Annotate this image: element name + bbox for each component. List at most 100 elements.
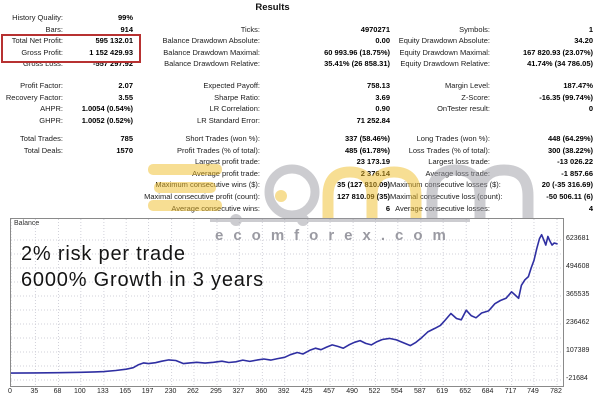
stat-value: 1570 [116,145,133,155]
x-tick-label: 327 [232,388,245,395]
stat-row: Largest profit trade: 23 173.19 Largest lo… [0,156,593,168]
stat-value: 60 993.96 (18.75%) [324,47,390,57]
x-tick-label: 522 [368,388,381,395]
stat-label: Equity Drawdown Maximal: [399,47,490,57]
stat-value: -16.35 (99.74%) [539,92,593,102]
stat-value: 448 (64.29%) [547,134,593,143]
stat-label: Loss Trades (% of total): [408,145,490,155]
stat-row: Gross Profit: 1 152 429.93 Balance Drawdow… [0,47,593,59]
x-tick-label: 165 [119,388,132,395]
stat-label: Bars: [45,24,63,34]
stat-label: Gross Profit: [21,47,63,57]
stat-value: 6 [385,203,390,213]
stat-value: 2 376.14 [360,168,390,178]
y-tick-label: 107389 [566,347,590,354]
stat-row: Total Net Profit: 595 132.01 Balance Drawd… [0,35,593,47]
x-tick-label: 360 [255,388,268,395]
stat-label: Short Trades (won %): [185,134,260,143]
y-tick-label: 494608 [566,263,590,270]
stat-value: 4 [588,203,593,213]
stat-value: 187.47% [563,81,593,90]
stat-value: 0.90 [375,104,390,114]
x-tick-label: 392 [277,388,290,395]
stat-label: Expected Payoff: [203,81,260,90]
stat-label: Largest profit trade: [194,157,260,167]
stat-value: 127 810.09 (35) [337,191,390,201]
x-tick-label: 587 [414,388,426,395]
stat-value: 20 (-35 316.69) [541,180,593,190]
stat-label: Maximum consecutive losses ($): [390,180,501,190]
stat-label: Total Trades: [20,134,63,143]
stat-label: Maximal consecutive loss (count): [390,191,503,201]
stat-row: Bars: 914 Ticks: 4970271 Symbols: 1 [0,24,593,36]
stat-row: Average consecutive wins: 6 Average consec… [0,203,593,215]
stat-label: Profit Trades (% of total): [177,145,260,155]
y-tick-label: 236462 [566,319,590,326]
stat-label: Total Net Profit: [11,36,63,46]
stat-value: -1 857.66 [561,168,593,178]
stat-label: LR Standard Error: [197,115,260,125]
stat-value: 1.0054 (0.54%) [81,104,133,114]
stat-label: Profit Factor: [20,81,63,90]
balance-line-plot [11,219,563,386]
stat-label: Maximal consecutive profit (count): [144,191,260,201]
stat-value: 41.74% (34 786.05) [527,59,593,69]
stat-row: Maximum consecutive wins ($): 35 (127 810… [0,179,593,191]
x-tick-label: 749 [527,388,539,395]
x-tick-label: 554 [390,388,403,395]
stat-label: Sharpe Ratio: [214,92,260,102]
stat-row: Total Deals: 1570 Profit Trades (% of tota… [0,145,593,157]
stat-label: Margin Level: [444,81,490,90]
stat-value: 485 (61.78%) [344,145,390,155]
stat-value: 1.0052 (0.52%) [81,115,133,125]
stats-block-ratios: Profit Factor: 2.07 Expected Payoff: 758.13… [0,80,593,126]
stat-value: 1 [588,24,593,34]
stat-label: Total Deals: [23,145,63,155]
stat-label: OnTester result: [437,104,490,114]
stat-label: Recovery Factor: [5,92,63,102]
stat-label: Balance Drawdown Relative: [164,59,260,69]
stat-value: 4970271 [360,24,390,34]
stat-label: Largest loss trade: [428,157,490,167]
stat-label: Maximum consecutive wins ($): [155,180,260,190]
stat-label: Long Trades (won %): [416,134,490,143]
x-tick-label: 230 [164,388,177,395]
y-tick-label: 365535 [566,291,590,298]
stat-value: 23 173.19 [356,157,390,167]
stat-row: History Quality: 99% [0,12,593,24]
stat-label: Gross Loss: [22,59,63,69]
x-tick-label: 133 [97,388,109,395]
x-tick-label: 100 [73,388,86,395]
stat-value: 785 [120,134,133,143]
stat-value: 337 (58.46%) [344,134,390,143]
stat-label: Average profit trade: [192,168,260,178]
stat-value: 914 [120,24,133,34]
stat-value: 758.13 [367,81,390,90]
stat-value: 595 132.01 [95,36,133,46]
stat-value: 35 (127 810.09) [337,180,390,190]
x-tick-label: 295 [210,388,222,395]
stat-value: 3.55 [118,92,133,102]
x-tick-label: 0 [8,388,12,395]
stats-block-trades: Total Trades: 785 Short Trades (won %): 337… [0,133,593,214]
stat-row: AHPR: 1.0054 (0.54%) LR Correlation: 0.90 On… [0,103,593,115]
y-tick-label: 623681 [566,235,590,242]
x-tick-label: 35 [30,388,39,395]
stat-label: Average consecutive wins: [171,203,260,213]
x-tick-label: 68 [53,388,62,395]
stat-label: Z-Score: [461,92,490,102]
stat-row: Profit Factor: 2.07 Expected Payoff: 758.13… [0,80,593,92]
stat-row: Recovery Factor: 3.55 Sharpe Ratio: 3.69 Z-S… [0,92,593,104]
x-tick-label: 457 [323,388,335,395]
x-tick-label: 262 [187,388,199,395]
stat-value: 34.20 [574,36,593,46]
stat-value: 0.00 [375,36,390,46]
y-tick-label: -21684 [566,375,588,382]
stat-label: LR Correlation: [209,104,260,114]
stat-row: Maximal consecutive profit (count): 127 8… [0,191,593,203]
stat-label: Symbols: [459,24,490,34]
chart-legend-balance: Balance [14,220,40,227]
stat-label: GHPR: [39,115,63,125]
page-title: Results [255,2,290,13]
